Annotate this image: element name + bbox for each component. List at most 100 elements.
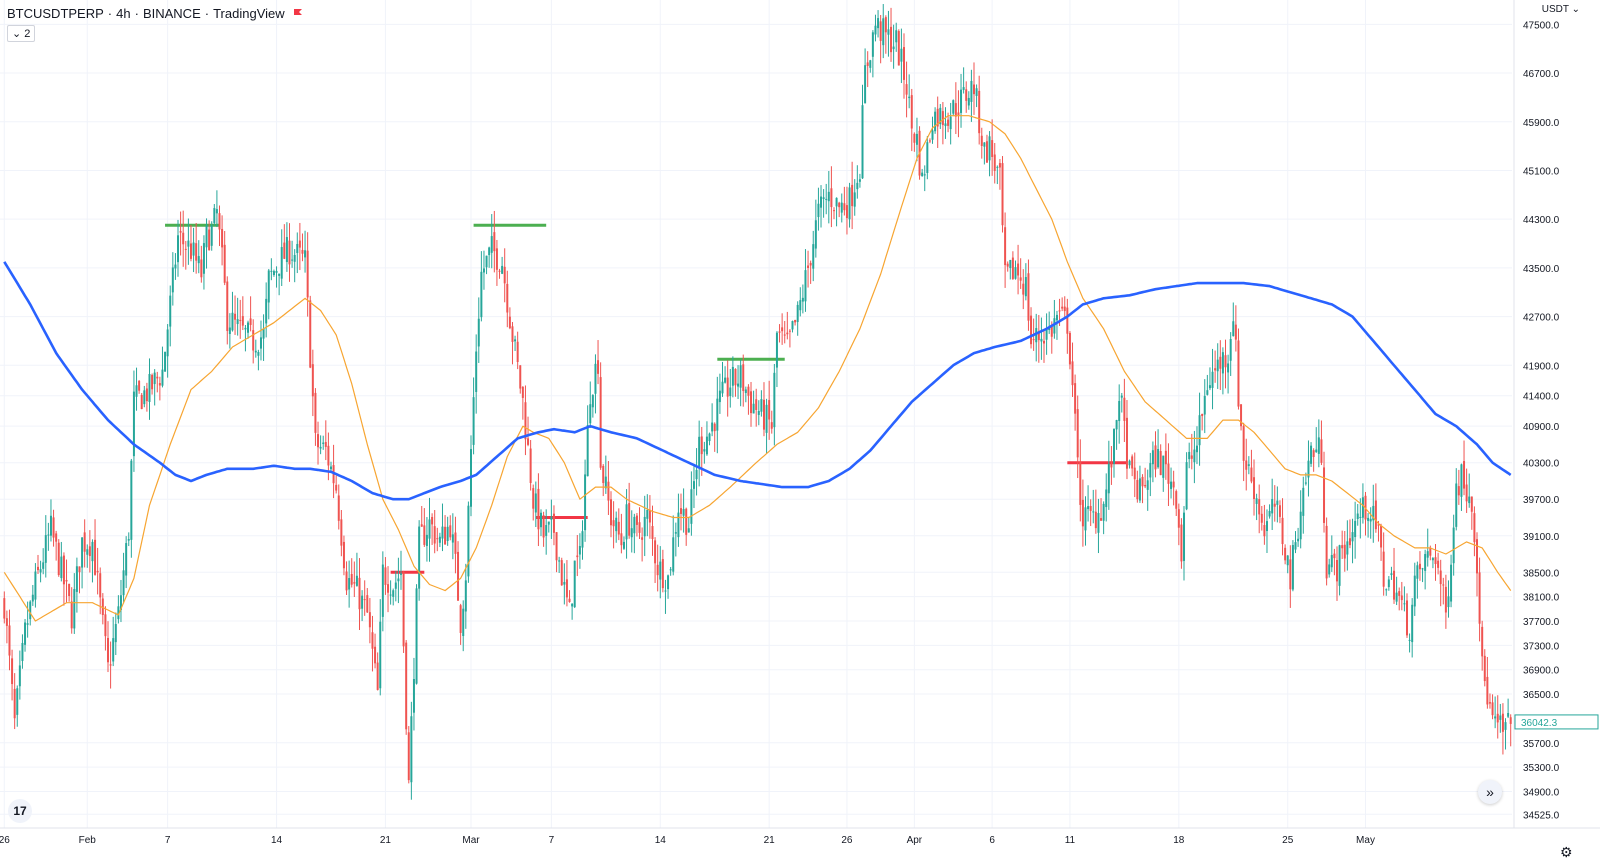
candle-body: [1058, 310, 1061, 312]
price-tick-label: 46700.0: [1523, 69, 1560, 80]
candle-body: [412, 678, 415, 713]
candle-body: [698, 436, 701, 467]
candle-body: [389, 594, 392, 596]
candle-body: [309, 300, 312, 368]
candle-body: [584, 474, 587, 531]
scroll-to-realtime-icon[interactable]: »: [1478, 780, 1502, 804]
candle-body: [791, 321, 794, 330]
candle-body: [1291, 545, 1294, 590]
candle-body: [1045, 328, 1048, 340]
candle-body: [558, 560, 561, 562]
candle-body: [161, 369, 164, 386]
candle-body: [565, 579, 568, 598]
candle-body: [1089, 505, 1092, 511]
candle-body: [607, 481, 610, 501]
candle-body: [34, 571, 37, 600]
candle-body: [1208, 385, 1211, 389]
currency-selector[interactable]: USDT ⌄: [1542, 4, 1580, 15]
grid-lines: [0, 0, 1512, 828]
candle-body: [812, 244, 815, 269]
candle-body: [1159, 451, 1162, 476]
candle-body: [353, 582, 356, 584]
candle-body: [879, 21, 882, 41]
candle-body: [1110, 463, 1113, 468]
candle-body: [1144, 484, 1147, 487]
candle-body: [926, 142, 929, 173]
candle-body: [1040, 338, 1043, 342]
time-axis[interactable]: 26 Feb 7 14 21 Mar 7 14 21 26 Apr 6 11 18 25 May: [0, 827, 1600, 846]
candle-body: [1087, 506, 1090, 510]
candle-body: [148, 374, 151, 402]
candle-body: [1354, 520, 1357, 538]
candle-body: [910, 95, 913, 129]
candle-body: [112, 638, 115, 662]
candle-body: [1100, 518, 1103, 521]
candle-body: [1333, 553, 1336, 559]
symbol-legend[interactable]: BTCUSDTPERP · 4h · BINANCE · TradingView: [7, 6, 303, 21]
price-axis[interactable]: 47500.0 46700.0 45900.0 45100.0 44300.0 43500…: [1513, 0, 1599, 828]
flag-icon[interactable]: [293, 8, 303, 19]
currency-label: USDT: [1541, 4, 1569, 15]
candle-body: [394, 582, 397, 589]
candle-body: [1035, 328, 1038, 343]
tradingview-logo-icon[interactable]: 17: [8, 799, 32, 823]
settings-gear-icon[interactable]: ⚙: [1560, 844, 1573, 860]
candle-body: [454, 532, 457, 554]
candle-body: [493, 232, 496, 252]
candle-body: [182, 232, 185, 245]
candle-body: [374, 646, 377, 664]
candle-body: [306, 250, 309, 298]
candle-body: [195, 243, 198, 261]
candle-body: [441, 526, 444, 539]
candle-body: [599, 377, 602, 468]
candle-body: [1405, 600, 1408, 636]
candle-body: [895, 30, 898, 43]
candle-body: [700, 436, 703, 455]
indicators-toggle[interactable]: ⌄ 2: [7, 25, 36, 42]
candle-body: [534, 493, 537, 513]
candle-body: [1175, 491, 1178, 509]
candle-body: [726, 377, 729, 397]
candle-body: [661, 559, 664, 589]
candle-body: [1486, 676, 1489, 705]
candle-body: [314, 392, 317, 433]
candle-body: [1465, 484, 1468, 502]
candle-body: [983, 142, 986, 147]
candle-body: [1496, 713, 1499, 723]
candle-body: [845, 205, 848, 219]
candle-body: [1154, 445, 1157, 470]
candle-body: [215, 209, 218, 214]
candle-body: [1348, 538, 1351, 546]
candle-body: [988, 136, 991, 161]
candle-body: [672, 537, 675, 572]
candle-body: [921, 172, 924, 177]
candle-body: [721, 381, 724, 394]
candle-body: [252, 330, 255, 351]
candle-body: [1439, 570, 1442, 585]
candle-body: [708, 433, 711, 442]
candle-body: [275, 270, 278, 273]
candle-body: [633, 516, 636, 534]
candle-body: [329, 466, 332, 470]
candle-body: [597, 360, 600, 374]
candle-body: [1387, 579, 1390, 588]
candle-body: [1501, 713, 1504, 732]
candle-body: [39, 569, 42, 573]
level-lines[interactable]: [165, 223, 1127, 574]
candle-body: [322, 442, 325, 444]
candle-body: [1180, 524, 1183, 562]
candle-body: [94, 539, 97, 575]
candle-body: [864, 65, 867, 104]
symbol-name: BTCUSDTPERP: [7, 6, 104, 21]
candle-body: [1177, 509, 1180, 528]
candle-body: [423, 525, 426, 545]
candle-body: [622, 541, 625, 549]
candle-body: [1195, 445, 1198, 453]
candle-body: [825, 198, 828, 200]
candle-body: [177, 235, 180, 263]
candle-body: [604, 476, 607, 489]
candle-body: [1183, 512, 1186, 561]
candle-body: [1024, 277, 1027, 297]
candle-body: [179, 231, 182, 233]
